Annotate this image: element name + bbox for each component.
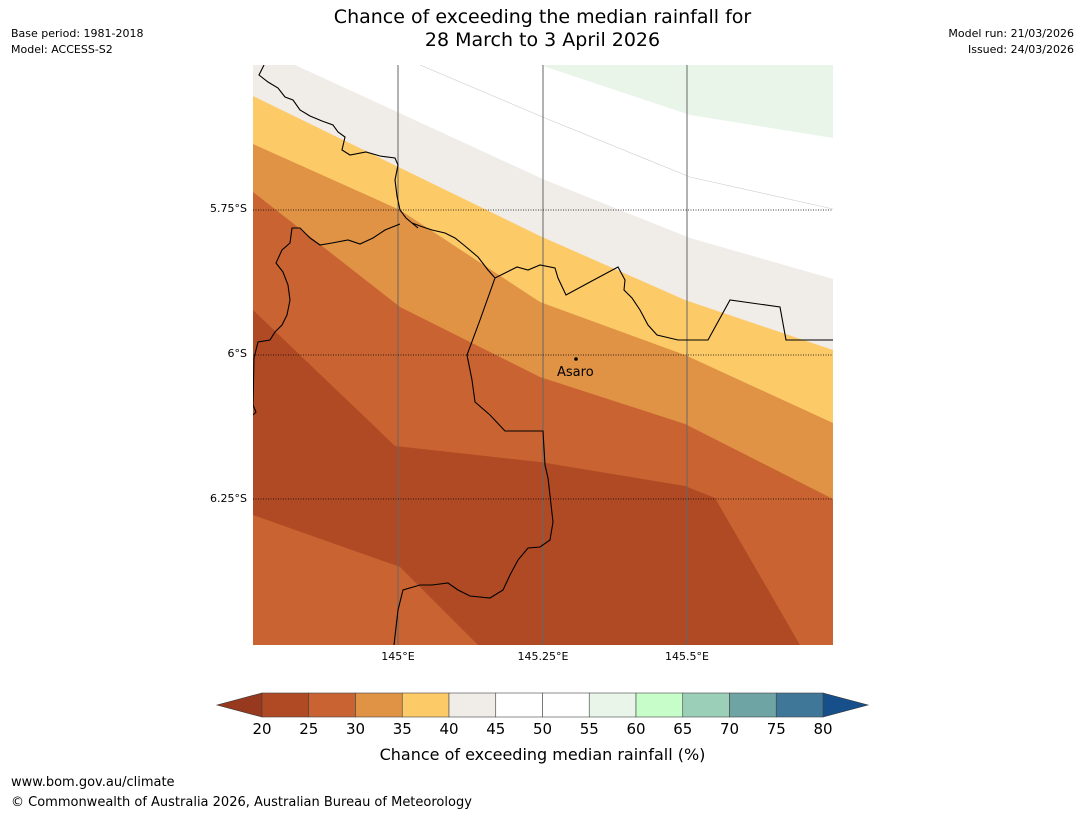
colorbar-segment xyxy=(495,692,543,718)
model-name: Model: ACCESS-S2 xyxy=(11,43,113,56)
colorbar-tick-label: 70 xyxy=(719,720,740,738)
lat-label-6-25: 6.25°S xyxy=(210,492,247,505)
colorbar-segment xyxy=(588,692,637,718)
lon-label-145-5: 145.5°E xyxy=(665,650,709,663)
colorbar-tick-label: 40 xyxy=(439,720,459,738)
colorbar xyxy=(215,692,870,718)
lon-label-145-25: 145.25°E xyxy=(517,650,569,663)
band-20-25 xyxy=(253,310,800,645)
place-label-asaro: Asaro xyxy=(557,365,594,380)
colorbar-label: Chance of exceeding median rainfall (%) xyxy=(379,745,706,764)
colorbar-segment xyxy=(682,692,730,718)
colorbar-segment xyxy=(448,692,497,718)
colorbar-over-arrow xyxy=(822,692,870,718)
contour-line xyxy=(419,65,833,210)
colorbar-tick-label: 60 xyxy=(626,720,646,738)
colorbar-segment xyxy=(729,692,777,718)
footer-copyright: © Commonwealth of Australia 2026, Austra… xyxy=(11,795,472,810)
meta-left: Base period: 1981-2018 Model: ACCESS-S2 xyxy=(11,26,143,58)
colorbar-segment xyxy=(308,692,356,718)
lon-label-145: 145°E xyxy=(381,650,415,663)
colorbar-tick-label: 25 xyxy=(299,720,319,738)
colorbar-tick-label: 20 xyxy=(252,720,272,738)
colorbar-tick-label: 65 xyxy=(673,720,693,738)
colorbar-tick-label: 75 xyxy=(766,720,786,738)
province-boundaries xyxy=(253,65,833,645)
issued-date: Issued: 24/03/2026 xyxy=(967,43,1074,56)
colorbar-tick-label: 50 xyxy=(532,720,553,738)
base-period: Base period: 1981-2018 xyxy=(11,27,144,40)
colorbar-tick-label: 30 xyxy=(345,720,366,738)
colorbar-under-arrow xyxy=(215,692,263,718)
colorbar-segment xyxy=(401,692,450,718)
footer-url[interactable]: www.bom.gov.au/climate xyxy=(11,775,175,790)
colorbar-segment xyxy=(775,692,824,718)
colorbar-segment xyxy=(542,692,590,718)
map-title-line1: Chance of exceeding the median rainfall … xyxy=(333,6,752,28)
map-title: Chance of exceeding the median rainfall … xyxy=(0,6,1085,52)
lat-label-6: 6°S xyxy=(227,347,247,360)
colorbar-segments xyxy=(261,692,824,718)
colorbar-tick-label: 55 xyxy=(579,720,599,738)
place-marker-asaro xyxy=(574,357,578,361)
map-title-line2: 28 March to 3 April 2026 xyxy=(424,29,661,51)
colorbar-segment xyxy=(355,692,403,718)
colorbar-tick-label: 35 xyxy=(392,720,412,738)
model-run: Model run: 21/03/2026 xyxy=(948,27,1074,40)
meta-right: Model run: 21/03/2026 Issued: 24/03/2026 xyxy=(948,26,1074,58)
lat-label-5-75: 5.75°S xyxy=(210,202,247,215)
map-fill-layers xyxy=(253,65,833,645)
colorbar-tick-label: 80 xyxy=(813,720,833,738)
colorbar-tick-label: 45 xyxy=(486,720,506,738)
colorbar-segment xyxy=(635,692,684,718)
colorbar-segment xyxy=(261,692,310,718)
